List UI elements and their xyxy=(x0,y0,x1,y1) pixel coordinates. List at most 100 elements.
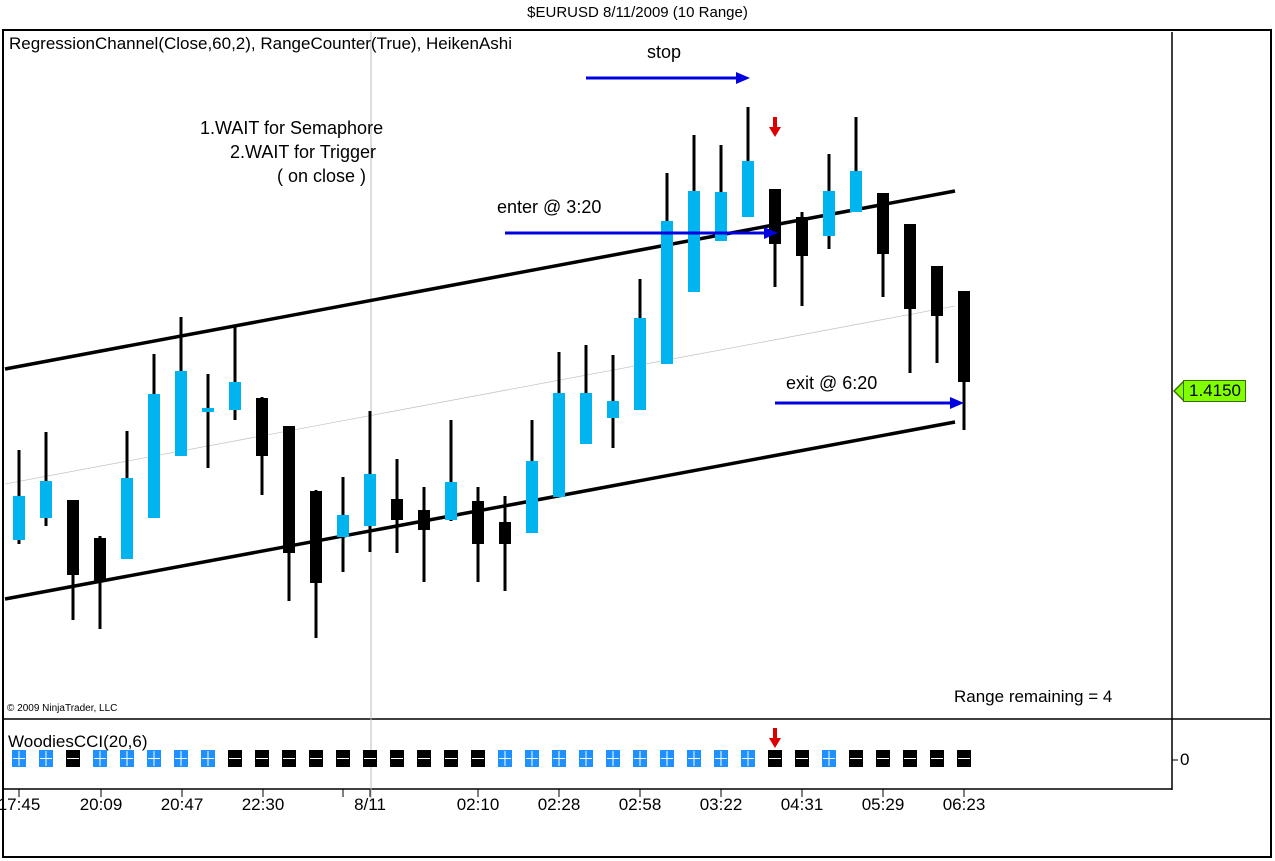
candle xyxy=(904,224,916,373)
candle xyxy=(391,459,403,553)
cci-bar xyxy=(336,750,350,767)
cci-bar xyxy=(876,750,890,767)
cci-bar xyxy=(444,750,458,767)
candle xyxy=(931,266,943,363)
candle xyxy=(553,352,565,497)
candle xyxy=(40,432,52,526)
x-tick-label: 22:30 xyxy=(241,795,285,814)
candle xyxy=(472,487,484,582)
x-tick-label: 05:29 xyxy=(861,795,905,814)
candle xyxy=(580,345,592,444)
candle xyxy=(121,431,133,559)
candle xyxy=(337,477,349,572)
enter-label: enter @ 3:20 xyxy=(497,197,602,217)
cci-bar xyxy=(147,750,161,767)
range-remaining-text: Range remaining = 4 xyxy=(954,687,1113,706)
semaphore-arrow-icon xyxy=(769,117,781,748)
cci-bar xyxy=(363,750,377,767)
cci-bar xyxy=(120,750,134,767)
channel-middle-line xyxy=(4,305,956,485)
cci-bar xyxy=(525,750,539,767)
cci-bar xyxy=(309,750,323,767)
candle xyxy=(445,420,457,521)
cci-bar xyxy=(93,750,107,767)
cci-bar xyxy=(498,750,512,767)
x-tick-label: 02:10 xyxy=(456,795,500,814)
x-tick-label: 20:09 xyxy=(79,795,123,814)
candle xyxy=(13,450,25,544)
channel-upper-line xyxy=(4,189,956,371)
x-tick-label: 8/11 xyxy=(354,795,386,814)
candle xyxy=(94,536,106,629)
chart-frame xyxy=(2,29,1272,858)
cci-bar xyxy=(39,750,53,767)
x-axis-ticks xyxy=(18,789,965,797)
candle xyxy=(661,173,673,364)
annotation-arrows xyxy=(505,72,964,409)
cci-bar xyxy=(471,750,485,767)
cci-bar xyxy=(903,750,917,767)
x-tick-label: 17:45 xyxy=(0,795,41,814)
note-step-1: 1.WAIT for Semaphore xyxy=(200,118,384,138)
candle xyxy=(796,212,808,306)
candle xyxy=(526,420,538,533)
cci-bar xyxy=(228,750,242,767)
cci-bar xyxy=(957,750,971,767)
cci-bar xyxy=(201,750,215,767)
cci-bar xyxy=(390,750,404,767)
candle xyxy=(607,355,619,448)
candle xyxy=(310,490,322,638)
cci-bar xyxy=(660,750,674,767)
cci-bar xyxy=(66,750,80,767)
cci-bar xyxy=(282,750,296,767)
candle xyxy=(67,500,79,620)
note-step-2: 2.WAIT for Trigger xyxy=(230,142,377,162)
cci-bar xyxy=(822,750,836,767)
cci-bar xyxy=(714,750,728,767)
x-tick-label: 02:58 xyxy=(618,795,662,814)
candle xyxy=(256,397,268,495)
cci-bar xyxy=(930,750,944,767)
candle xyxy=(364,411,376,552)
cci-bar xyxy=(12,750,26,767)
candle xyxy=(877,193,889,297)
cci-bar xyxy=(795,750,809,767)
stop-label: stop xyxy=(647,42,682,62)
x-tick-label: 06:23 xyxy=(942,795,986,814)
cci-bar xyxy=(849,750,863,767)
cci-bar xyxy=(417,750,431,767)
cci-bar xyxy=(768,750,782,767)
candle xyxy=(283,426,295,601)
price-marker-value: 1.4150 xyxy=(1183,380,1246,402)
candle xyxy=(742,107,754,217)
candle xyxy=(499,496,511,591)
cci-bar xyxy=(687,750,701,767)
candle xyxy=(958,291,970,430)
candle xyxy=(823,154,835,249)
note-on-close: ( on close ) xyxy=(277,166,367,186)
candle xyxy=(850,117,862,212)
cci-bar xyxy=(174,750,188,767)
indicator-list-label: RegressionChannel(Close,60,2), RangeCoun… xyxy=(9,34,513,53)
x-tick-label: 02:28 xyxy=(537,795,581,814)
cci-bar xyxy=(255,750,269,767)
exit-label: exit @ 6:20 xyxy=(786,373,878,393)
x-tick-label: 03:22 xyxy=(699,795,743,814)
candle xyxy=(715,145,727,241)
chart-title: $EURUSD 8/11/2009 (10 Range) xyxy=(527,4,748,21)
cci-bar xyxy=(606,750,620,767)
x-tick-label: 04:31 xyxy=(780,795,824,814)
cci-zero-label: 0 xyxy=(1180,750,1190,769)
heiken-ashi-candles xyxy=(13,107,970,638)
candle xyxy=(148,354,160,518)
candle xyxy=(202,374,214,468)
candle xyxy=(688,135,700,292)
candle xyxy=(418,487,430,582)
cci-bar xyxy=(633,750,647,767)
x-tick-label: 20:47 xyxy=(160,795,204,814)
candle xyxy=(769,189,781,287)
woodies-cci-bars xyxy=(12,750,971,767)
copyright-text: © 2009 NinjaTrader, LLC xyxy=(7,703,118,714)
candle xyxy=(229,327,241,420)
